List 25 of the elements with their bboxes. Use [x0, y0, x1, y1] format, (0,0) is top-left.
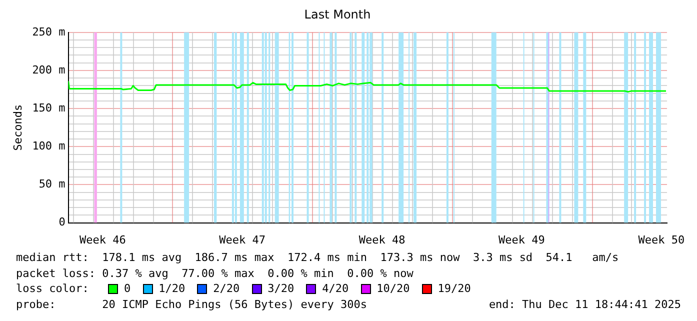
text: median rtt: 178.1 ms avg 186.7 ms max 172.4 ms min 173.3 ms now 3.3 ms sd 54.1 am/s	[16, 250, 620, 266]
y-tick-label: 50 m	[38, 178, 66, 191]
y-tick-label: 200 m	[32, 63, 66, 76]
y-tick-label: 150 m	[32, 101, 66, 114]
y-axis-title: Seconds	[11, 104, 24, 151]
legend-label: 10/20	[376, 281, 410, 296]
y-tick-label: 250 m	[32, 25, 66, 38]
x-tick-label: Week 48	[358, 233, 406, 246]
x-tick-label: Week 49	[498, 233, 545, 246]
text: probe: 20 ICMP Echo Pings (56 Bytes) every 300s	[16, 296, 367, 312]
x-tick-label: Week 46	[79, 233, 126, 246]
y-tick-label: 100 m	[32, 140, 66, 152]
legend-label: 3/20	[268, 281, 294, 296]
text: end: Thu Dec 11 18:44:41 2025	[488, 296, 681, 312]
legend-label: 19/20	[438, 281, 471, 296]
legend-label: 1/20	[158, 281, 186, 296]
chart-title: Last Month	[304, 7, 371, 22]
text: packet loss: 0.37 % avg 77.00 % max 0.00 % min 0.00 % now	[16, 266, 414, 281]
legend-label: 2/20	[213, 281, 240, 296]
legend-title: loss color:	[16, 281, 90, 296]
legend-label: 0	[124, 281, 131, 296]
x-tick-label: Week 47	[219, 233, 266, 246]
legend-label: 4/20	[322, 281, 349, 296]
y-tick-label: 0	[58, 216, 66, 229]
x-tick-label: Week 50	[638, 233, 685, 246]
